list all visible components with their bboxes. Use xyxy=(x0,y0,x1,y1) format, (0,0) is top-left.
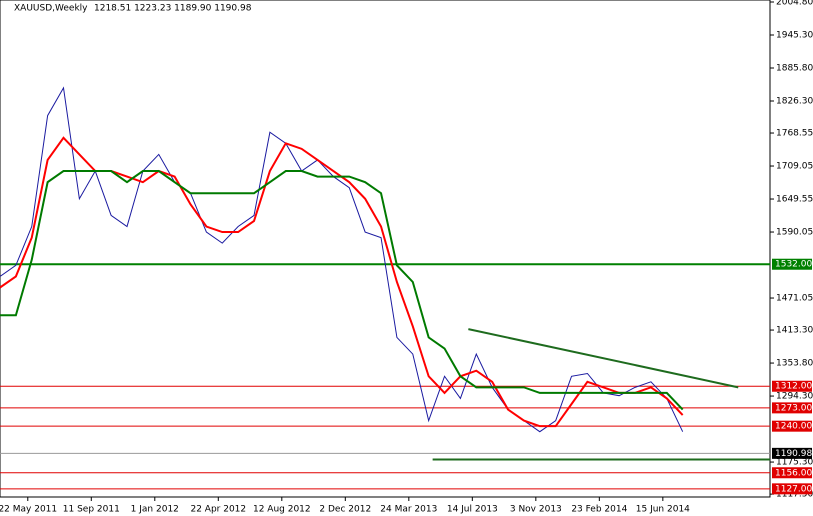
y-tick-label: 1471.05 xyxy=(776,294,813,304)
y-tick-label: 1117.50 xyxy=(776,490,813,500)
y-tick-label: 1649.55 xyxy=(776,195,813,205)
x-tick-label: 14 Jul 2013 xyxy=(447,505,498,515)
plot-frame xyxy=(0,0,771,498)
y-tick-label: 1945.30 xyxy=(776,30,813,40)
x-tick-label: 11 Sep 2011 xyxy=(63,505,120,515)
level-label: 1273.00 xyxy=(775,403,812,413)
y-tick-label: 2004.80 xyxy=(776,0,813,7)
level-box xyxy=(772,483,812,495)
y-tick-label: 1353.80 xyxy=(776,359,813,369)
x-tick-label: 15 Jun 2014 xyxy=(636,505,690,515)
level-box xyxy=(772,258,812,270)
y-tick-label: 1175.30 xyxy=(776,458,813,468)
y-tick-label: 1885.80 xyxy=(776,63,813,73)
level-box xyxy=(772,420,812,432)
x-tick-label: 23 Feb 2014 xyxy=(571,505,627,515)
series-line xyxy=(0,170,684,411)
y-tick-label: 1709.05 xyxy=(776,162,813,172)
level-label: 1240.00 xyxy=(775,422,812,432)
x-tick-label: 22 May 2011 xyxy=(0,505,57,515)
trendline xyxy=(468,328,739,389)
x-tick-label: 12 Aug 2012 xyxy=(253,505,311,515)
level-box xyxy=(772,402,812,414)
level-label: 1127.00 xyxy=(775,484,812,494)
y-tick-label: 1294.30 xyxy=(776,392,813,402)
x-tick-label: 3 Nov 2013 xyxy=(510,505,562,515)
level-box xyxy=(772,380,812,392)
level-label: 1156.00 xyxy=(775,468,812,478)
x-tick-label: 24 Mar 2013 xyxy=(380,505,437,515)
chart-title: XAUUSD,Weekly xyxy=(14,4,88,14)
level-box xyxy=(772,467,812,479)
y-tick-label: 1768.55 xyxy=(776,129,813,139)
y-tick-label: 1826.30 xyxy=(776,96,813,106)
series-line xyxy=(0,86,684,433)
x-tick-label: 1 Jan 2012 xyxy=(131,505,179,515)
price-label: 1190.98 xyxy=(775,449,812,459)
level-label: 1532.00 xyxy=(775,260,812,270)
x-tick-label: 2 Dec 2012 xyxy=(319,505,371,515)
y-tick-label: 1590.05 xyxy=(776,228,813,238)
level-label: 1312.00 xyxy=(775,382,812,392)
price-box xyxy=(772,447,812,459)
x-tick-label: 22 Apr 2012 xyxy=(190,505,246,515)
y-tick-label: 1413.30 xyxy=(776,326,813,336)
chart-subtitle: 1218.51 1223.23 1189.90 1190.98 xyxy=(94,4,252,14)
